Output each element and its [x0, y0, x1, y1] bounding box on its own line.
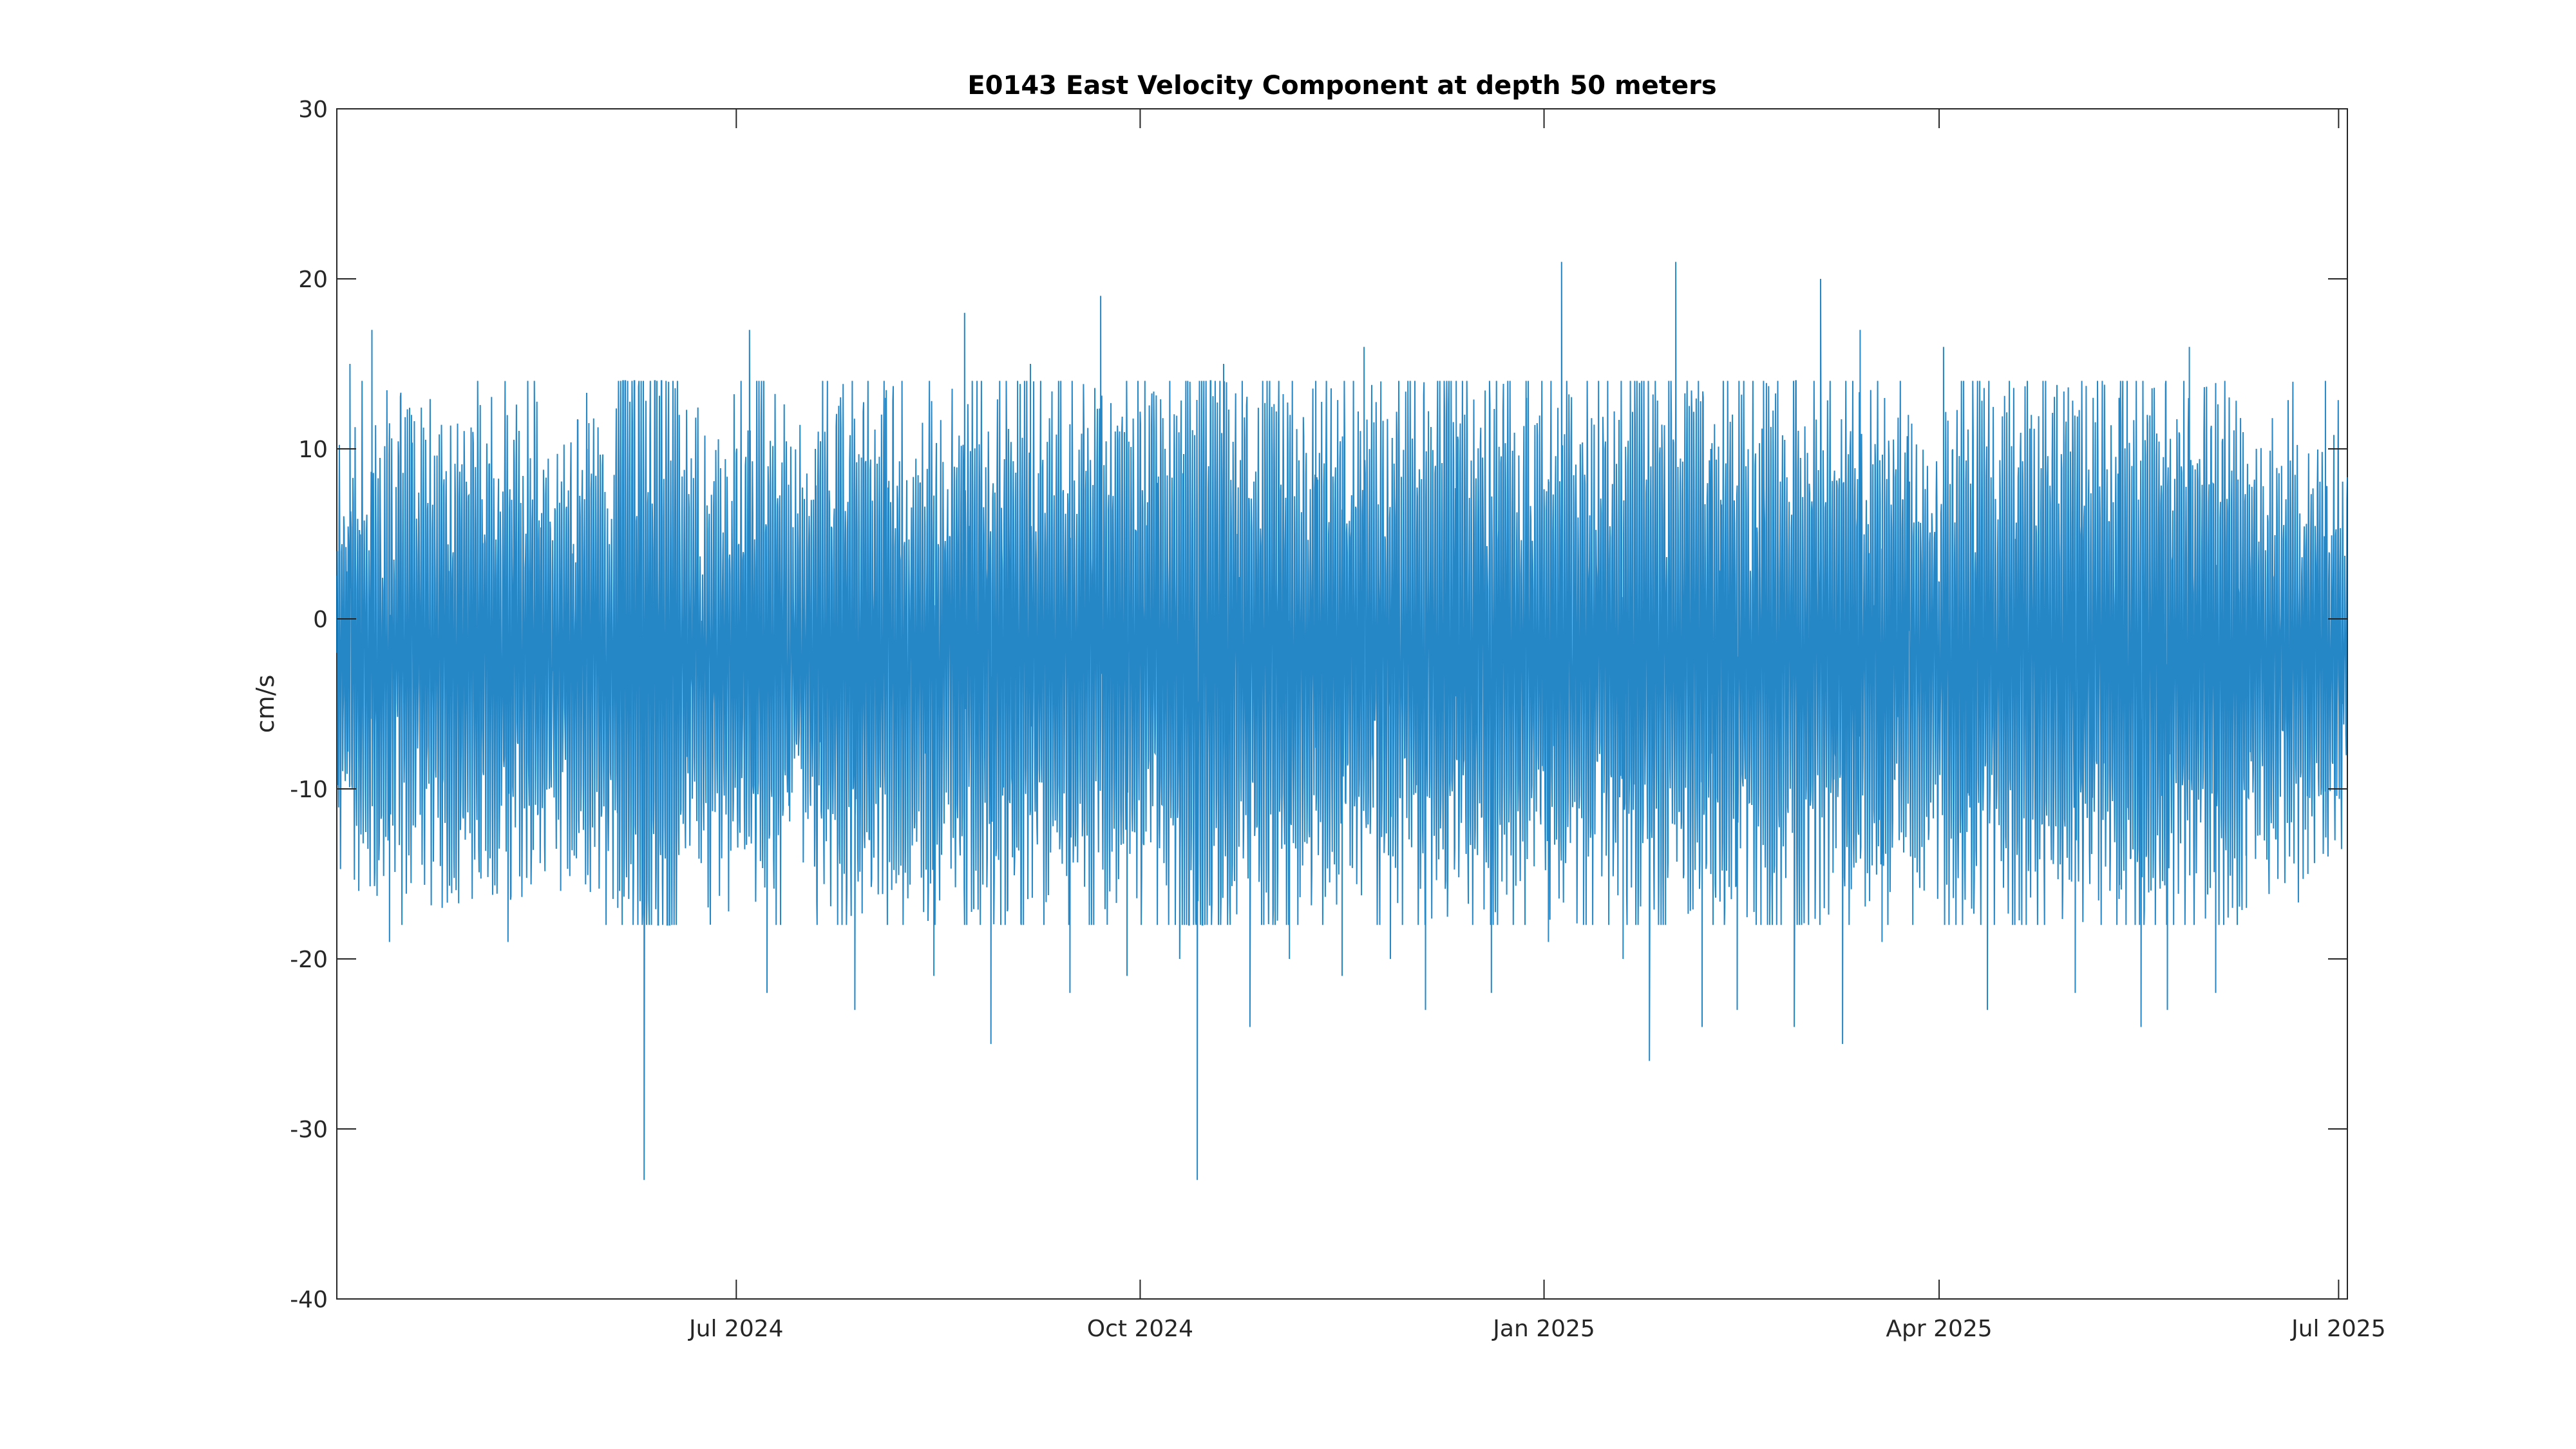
- x-tick-label: Jan 2025: [1492, 1316, 1595, 1342]
- y-tick-label: -30: [290, 1117, 328, 1143]
- y-tick-label: 20: [298, 267, 328, 293]
- y-tick-label: -20: [290, 947, 328, 973]
- x-tick-label: Apr 2025: [1886, 1316, 1992, 1342]
- y-tick-label: -40: [290, 1287, 328, 1313]
- series-line-east-velocity: [336, 261, 2348, 1180]
- x-tick-label: Jul 2024: [688, 1316, 784, 1342]
- x-tick-label: Oct 2024: [1087, 1316, 1193, 1342]
- y-tick-label: -10: [290, 777, 328, 803]
- chart-title: E0143 East Velocity Component at depth 5…: [967, 71, 1716, 100]
- y-tick-label: 10: [298, 437, 328, 463]
- y-tick-label: 0: [313, 607, 328, 633]
- x-tick-label: Jul 2025: [2290, 1316, 2386, 1342]
- y-axis-label: cm/s: [251, 675, 279, 734]
- y-tick-label: 30: [298, 97, 328, 123]
